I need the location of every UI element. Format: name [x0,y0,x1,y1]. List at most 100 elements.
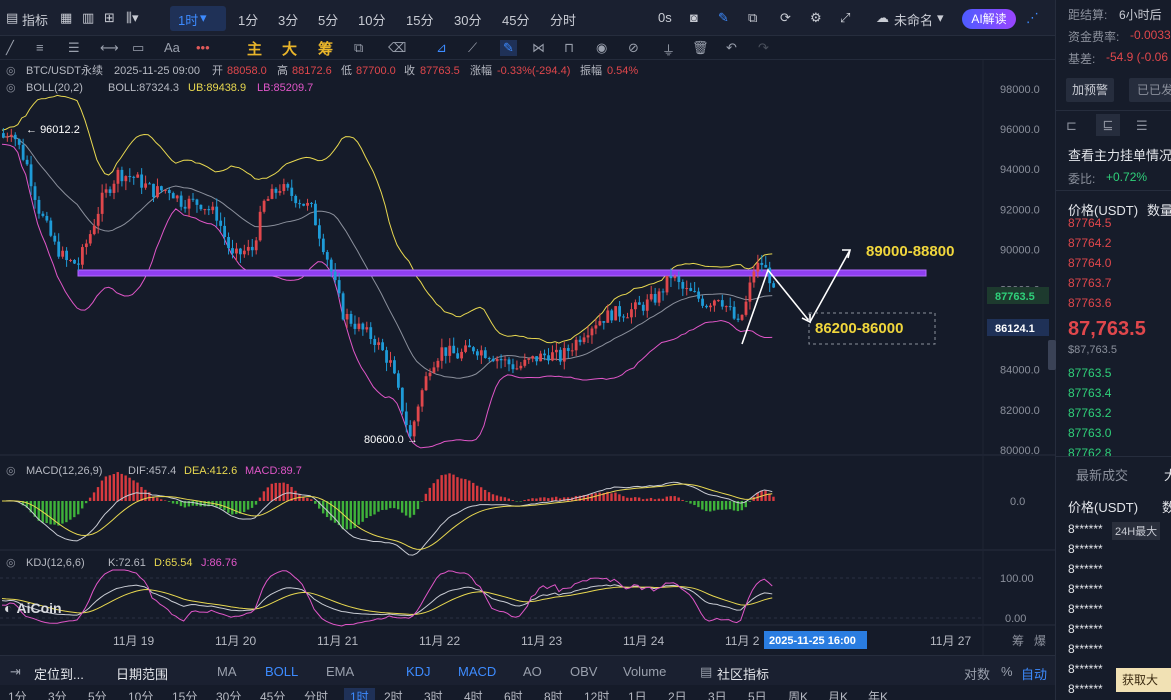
masked-row[interactable]: 8****** [1068,622,1103,636]
depth-title[interactable]: 查看主力挂单情况 [1068,148,1171,163]
indicator-ma[interactable]: MA [217,664,237,679]
locate-button[interactable]: 定位到... [34,667,84,682]
tab-timeline[interactable]: 分时 [550,13,577,28]
chart-area[interactable]: ◎ BTC/USDT永续 2025-11-25 09:00 开 88058.0 … [0,60,1055,655]
parallel-line-icon[interactable]: ≡ [36,40,44,55]
masked-row[interactable]: 8****** [1068,562,1103,576]
auto-scale-toggle[interactable]: 自动 [1021,667,1048,682]
horizontal-lines-icon[interactable]: ☰ [68,40,80,55]
tf-bottom-10[interactable]: 3时 [424,690,443,700]
refresh-icon[interactable]: ⟳ [780,10,791,25]
macd-label[interactable]: MACD(12,26,9) [26,465,102,477]
add-alert-button[interactable]: 加预警 [1066,78,1114,102]
resistance-band[interactable] [77,269,927,277]
seconds-toggle[interactable]: 0s [658,10,672,25]
kdj-label[interactable]: KDJ(12,6,6) [26,557,85,569]
calendar-icon[interactable]: ▦ [60,10,73,25]
book-asks-icon[interactable]: ☰ [1136,118,1148,133]
panel-collapse-handle[interactable] [1048,340,1056,370]
masked-row[interactable]: 8****** [1068,682,1103,696]
tf-bottom-3[interactable]: 10分 [128,690,154,700]
trend-line-icon[interactable]: ╱ [6,40,14,55]
ruler-icon[interactable]: ⟋ [468,40,478,55]
indicator-macd[interactable]: MACD [458,664,497,679]
tab-30m[interactable]: 30分 [454,13,482,28]
indicator-ema[interactable]: EMA [326,664,355,679]
bids-row[interactable]: 87763.5 [1068,366,1112,380]
fullscreen-icon[interactable]: ⤢ [840,10,851,25]
redo-icon[interactable]: ↷ [758,40,769,55]
grid-icon[interactable]: ⊞ [104,10,115,25]
magnet-icon[interactable]: ⊘ [628,40,639,55]
rectangle-icon[interactable]: ▭ [132,40,145,55]
more-tools-icon[interactable]: ••• [196,40,210,55]
tf-bottom-12[interactable]: 6时 [504,690,523,700]
tf-bottom-11[interactable]: 4时 [464,690,483,700]
camera-icon[interactable]: ◙ [690,10,698,25]
date-range-button[interactable]: 日期范围 [116,667,169,682]
settings-icon[interactable]: ⚙ [810,10,822,25]
ray-icon[interactable]: ⟷ [100,40,119,55]
tab-45m[interactable]: 45分 [502,13,530,28]
tab-1h[interactable]: 1时 [178,13,199,28]
tf-bottom-21[interactable]: 年K [868,690,889,700]
boll-toggle-icon[interactable]: ◎ [6,82,16,94]
link-icon[interactable]: ⋈ [532,40,545,55]
tf-bottom-18[interactable]: 5日 [748,690,767,700]
tf-bottom-15[interactable]: 1日 [628,690,647,700]
asks-row[interactable]: 87764.5 [1068,216,1112,230]
pen-icon[interactable]: ✎ [500,40,517,56]
ai-interpret-button[interactable]: AI解读 [962,9,1016,29]
tf-bottom-8[interactable]: 1时 [344,688,375,700]
kdj-toggle-icon[interactable]: ◎ [6,557,16,569]
chip-axis-label[interactable]: 筹 [1012,634,1024,648]
indicator-ao[interactable]: AO [523,664,542,679]
tf-bottom-6[interactable]: 45分 [260,690,286,700]
target-down-label[interactable]: 86200-86000 [815,320,903,337]
log-scale-toggle[interactable]: 对数 [964,667,991,682]
indicator-icon[interactable]: ▤ [6,10,19,25]
tf-bottom-2[interactable]: 5分 [88,690,107,700]
get-big-button[interactable]: 获取大 [1116,668,1171,692]
big-order-button[interactable]: 大 [282,41,298,58]
tf-bottom-4[interactable]: 15分 [172,690,198,700]
tab-3m[interactable]: 3分 [278,13,299,28]
candle-icon[interactable]: ⫼▾ [126,10,139,25]
locate-icon[interactable]: ⇥ [10,664,21,679]
tf-bottom-20[interactable]: 月K [828,690,849,700]
target-up-label[interactable]: 89000-88800 [866,243,954,260]
masked-row[interactable]: 8****** [1068,582,1103,596]
indicator-kdj[interactable]: KDJ [406,664,431,679]
filter-icon[interactable]: ⏚ [662,43,676,58]
tf-bottom-1[interactable]: 3分 [48,690,67,700]
text-tool[interactable]: Aa [164,40,180,55]
asks-row[interactable]: 87764.2 [1068,236,1112,250]
indicators-button[interactable]: 指标 [22,13,49,28]
tf-bottom-14[interactable]: 12时 [584,690,610,700]
chip-button[interactable]: 筹 [318,41,334,58]
tf-bottom-16[interactable]: 2日 [668,690,687,700]
eye-toggle-icon[interactable]: ◎ [6,65,16,77]
indicator-volume[interactable]: Volume [623,664,667,679]
boll-label[interactable]: BOLL(20,2) [26,82,83,94]
share-icon[interactable]: ⋰ [1026,10,1039,25]
draw-icon[interactable]: ✎ [718,10,729,25]
undo-icon[interactable]: ↶ [726,40,737,55]
book-bids-icon[interactable]: ⊑ [1096,114,1120,136]
tf-bottom-7[interactable]: 分时 [304,690,329,700]
cloud-icon[interactable]: ☁ [876,10,889,25]
sent-alert-button[interactable]: 已已发 [1129,78,1171,102]
liquidation-axis-label[interactable]: 爆 [1034,634,1046,648]
tab-10m[interactable]: 10分 [358,13,386,28]
bids-row[interactable]: 87763.0 [1068,426,1112,440]
asks-row[interactable]: 87764.0 [1068,256,1112,270]
indicator-boll[interactable]: BOLL [265,664,299,679]
masked-row[interactable]: 8****** [1068,522,1103,536]
lock-icon[interactable]: ⊓ [564,40,575,55]
masked-row[interactable]: 8****** [1068,642,1103,656]
asks-row[interactable]: 87763.6 [1068,296,1112,310]
indicator-obv[interactable]: OBV [570,664,598,679]
bids-row[interactable]: 87763.4 [1068,386,1112,400]
clone-icon[interactable]: ⧉ [354,40,364,55]
masked-row[interactable]: 8****** [1068,662,1103,676]
